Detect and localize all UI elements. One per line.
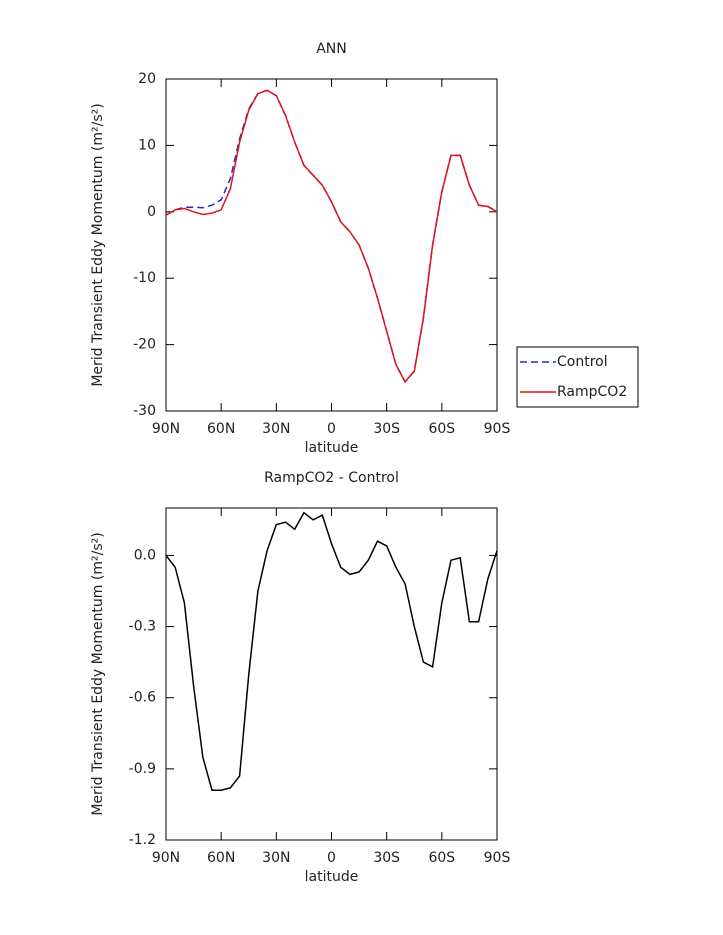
y-tick-label: -0.6 (129, 690, 156, 706)
x-tick-label: 90N (152, 421, 180, 437)
y-tick-label: -10 (133, 270, 156, 286)
x-tick-label: 60S (428, 850, 455, 866)
y-tick-label: -0.3 (129, 619, 156, 635)
y-tick-label: 0.0 (134, 547, 156, 563)
y-tick-label: 0 (147, 204, 156, 220)
x-tick-label: 90S (484, 850, 511, 866)
y-tick-label: -1.2 (129, 832, 156, 848)
y-tick-label: 10 (138, 137, 156, 153)
x-tick-label: 60S (428, 421, 455, 437)
data-line (165, 89, 498, 384)
legend-box (516, 346, 639, 408)
x-tick-label: 30S (373, 850, 400, 866)
plot-frame (165, 78, 498, 412)
x-tick-label: 0 (327, 850, 336, 866)
y-tick-label: -30 (133, 403, 156, 419)
x-tick-label: 60N (207, 850, 235, 866)
y-axis-label: Merid Transient Eddy Momentum (m²/s²) (90, 103, 106, 386)
data-line (165, 511, 498, 791)
legend-label: RampCO2 (557, 384, 627, 400)
x-tick-label: 0 (327, 421, 336, 437)
y-axis-label: Merid Transient Eddy Momentum (m²/s²) (90, 532, 106, 815)
y-tick-label: -20 (133, 337, 156, 353)
data-line (165, 89, 498, 384)
chart-title: ANN (316, 41, 347, 57)
x-axis-label: latitude (305, 440, 359, 456)
x-tick-label: 90S (484, 421, 511, 437)
x-tick-label: 30S (373, 421, 400, 437)
x-tick-label: 60N (207, 421, 235, 437)
y-tick-label: 20 (138, 71, 156, 87)
x-tick-label: 30N (262, 850, 290, 866)
chart-title: RampCO2 - Control (264, 470, 399, 486)
legend-label: Control (557, 354, 608, 370)
x-tick-label: 30N (262, 421, 290, 437)
x-axis-label: latitude (305, 869, 359, 885)
x-tick-label: 90N (152, 850, 180, 866)
y-tick-label: -0.9 (129, 761, 156, 777)
